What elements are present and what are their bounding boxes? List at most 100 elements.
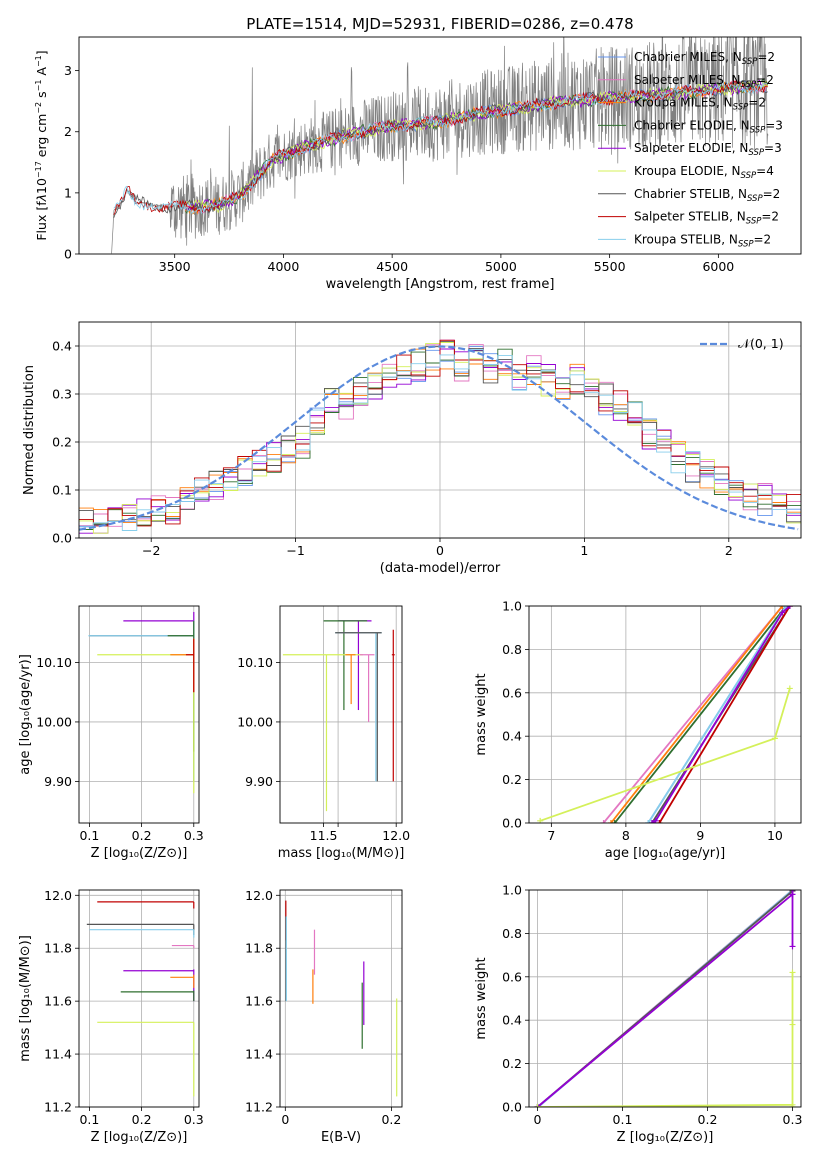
y-tick-label: 0	[64, 247, 72, 262]
mass-weight-line	[651, 606, 791, 823]
axes-frame	[78, 605, 200, 824]
y-tick-label: 0.0	[52, 531, 72, 546]
y-tick-label: 0.2	[502, 772, 522, 787]
x-tick-label: 0.1	[79, 1112, 99, 1127]
y-tick-label: 10.00	[237, 714, 273, 729]
x-tick-label: 0	[534, 1112, 542, 1127]
data-marker	[656, 820, 663, 823]
legend-tail: =2	[763, 187, 781, 201]
y-tick-label: 11.2	[44, 1100, 72, 1115]
residual-histogram	[79, 339, 801, 527]
axes-frame	[78, 321, 802, 539]
x-tick-label: 7	[547, 828, 555, 843]
x-axis-label: (data-model)/error	[380, 561, 501, 576]
mass-weight-line	[647, 606, 787, 823]
data-marker	[779, 609, 786, 616]
data-marker	[600, 820, 607, 823]
legend-tail: =2	[754, 232, 772, 246]
y-tick-label: 11.8	[245, 941, 273, 956]
legend-tail: =2	[761, 210, 779, 224]
data-marker	[771, 735, 778, 742]
x-tick-label: 6000	[702, 259, 734, 274]
x-tick-label: −1	[286, 543, 304, 558]
axes-frame	[528, 605, 802, 824]
mass-weight-line	[536, 890, 794, 1107]
y-tick-label: 0.4	[502, 729, 522, 744]
x-tick-label: 5000	[485, 259, 517, 274]
x-tick-label: 5500	[594, 259, 626, 274]
data-marker	[607, 820, 614, 823]
legend-tail: =2	[748, 96, 766, 110]
x-tick-label: 0.3	[184, 828, 204, 843]
data-marker	[789, 1104, 796, 1107]
y-tick-label: 0.3	[52, 387, 72, 402]
y-tick-label: 0.1	[52, 483, 72, 498]
residual-histogram	[79, 349, 801, 531]
model-spectrum	[113, 81, 768, 215]
data-marker	[789, 1021, 796, 1028]
legend-label: Chabrier STELIB, NSSP=2	[634, 187, 780, 204]
x-tick-label: 0.2	[698, 1112, 718, 1127]
data-marker	[783, 606, 790, 609]
legend-subscript: SSP	[738, 239, 754, 249]
y-tick-label: 0.0	[502, 816, 522, 831]
plot-area-residuals	[79, 339, 801, 534]
y-tick-label: 1.0	[502, 883, 522, 898]
legend-subscript: SSP	[742, 57, 758, 67]
axes-massweight-vs-age: 7 8 9 10 0.0 0.2 0.4 0.6 0.8 1.0 age [log₁₀(age/yr…	[474, 599, 802, 861]
legend-subscript: SSP	[741, 80, 757, 90]
x-tick-label: 0.3	[184, 1112, 204, 1127]
y-tick-label: 11.4	[245, 1047, 273, 1062]
y-tick-label: 10.00	[36, 714, 72, 729]
y-axis-label: mass [log₁₀(M/M⊙)]	[18, 935, 33, 1062]
normal-distribution-curve	[79, 345, 799, 531]
data-marker	[611, 820, 618, 823]
data-marker	[648, 820, 655, 823]
axes-massweight-vs-Z: 0 0.1 0.2 0.3 0.0 0.2 0.4 0.6 0.8 1.0 Z [log₁₀(Z/Z…	[474, 883, 802, 1146]
data-marker	[786, 685, 793, 692]
legend-label: Salpeter STELIB, NSSP=2	[634, 210, 779, 227]
y-tick-label: 0.4	[52, 339, 72, 354]
y-tick-label: 0.4	[502, 1013, 522, 1028]
spectrum-legend: Chabrier MILES, NSSP=2 Salpeter MILES, NS…	[598, 50, 783, 249]
mass-weight-line	[658, 606, 791, 823]
plot-area-mass-vs-Z	[86, 901, 195, 1097]
legend-tail: =2	[757, 50, 775, 64]
y-tick-label: 1.0	[502, 599, 522, 614]
figure-title: PLATE=1514, MJD=52931, FIBERID=0286, z=0…	[246, 15, 633, 33]
data-marker	[535, 1104, 542, 1107]
x-axis-label: mass [log₁₀(M/M⊙)]	[278, 846, 405, 861]
x-tick-label: 4000	[268, 259, 300, 274]
x-axis-label: Z [log₁₀(Z/Z⊙)]	[91, 1130, 188, 1145]
y-tick-label: 0.8	[502, 926, 522, 941]
x-axis-label: Z [log₁₀(Z/Z⊙)]	[91, 846, 188, 861]
axes-frame	[279, 605, 403, 824]
legend-subscript: SSP	[748, 148, 764, 158]
plot-area-massweight-vs-Z	[534, 890, 796, 1107]
y-tick-label: 9.90	[44, 774, 72, 789]
data-marker	[534, 1104, 541, 1107]
x-tick-label: 12.0	[382, 828, 410, 843]
y-tick-label: 2	[64, 124, 72, 139]
x-tick-label: 0	[436, 543, 444, 558]
x-tick-label: 2	[725, 543, 733, 558]
x-tick-label: 11.5	[310, 828, 338, 843]
x-axis-label: wavelength [Angstrom, rest frame]	[326, 277, 555, 292]
legend-label: 𝒩(0, 1)	[738, 336, 784, 351]
legend-label: Kroupa ELODIE, NSSP=4	[634, 164, 774, 181]
y-axis-label: Normed distribution	[22, 365, 37, 495]
x-tick-label: −2	[142, 543, 160, 558]
y-tick-label: 0.8	[502, 642, 522, 657]
observed-spectrum	[111, 37, 769, 254]
y-tick-label: 3	[64, 63, 72, 78]
x-axis-label: Z [log₁₀(Z/Z⊙)]	[617, 1130, 714, 1145]
x-tick-label: 1	[580, 543, 588, 558]
y-axis-label: mass weight	[474, 957, 489, 1039]
y-axis-label: mass weight	[474, 673, 489, 755]
x-tick-label: 0	[281, 1112, 289, 1127]
y-tick-label: 9.90	[245, 774, 273, 789]
x-tick-label: 8	[622, 828, 630, 843]
y-tick-label: 0.2	[502, 1056, 522, 1071]
x-tick-label: 0.2	[132, 828, 152, 843]
